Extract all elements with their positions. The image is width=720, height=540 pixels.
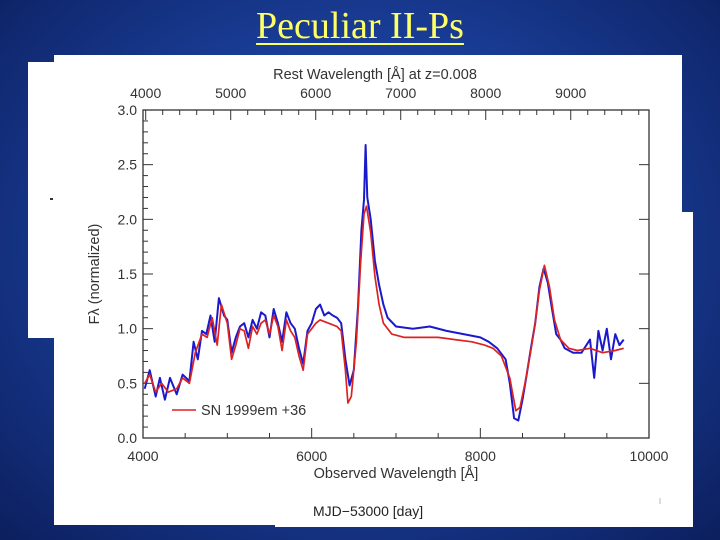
top-tick-label: 9000 [555, 85, 586, 101]
series-layer [143, 144, 625, 422]
y-tick-label: 2.0 [118, 211, 138, 227]
y-tick-label: 1.0 [118, 321, 138, 337]
y-tick-label: 2.5 [118, 157, 138, 173]
y-tick-label: 0.5 [118, 375, 138, 391]
figure-panel [54, 55, 682, 525]
plot-frame [142, 109, 650, 439]
footer-label: MJD−53000 [day] [313, 503, 424, 519]
stray-mark [50, 198, 53, 200]
top-tick-label: 5000 [215, 85, 246, 101]
y-tick-label: 0.0 [118, 430, 138, 446]
figure-panel-right [676, 212, 693, 527]
figure-panel-bottom [275, 470, 693, 527]
x-axis-label: Observed Wavelength [Å] [314, 465, 479, 482]
top-tick-label: 4000 [130, 85, 161, 101]
top-tick-label: 8000 [470, 85, 501, 101]
x-tick-label: 6000 [296, 448, 327, 464]
top-tick-label: 6000 [300, 85, 331, 101]
y-tick-label: 3.0 [118, 102, 138, 118]
series-blue-line [143, 144, 625, 422]
x-tick-label: 4000 [127, 448, 158, 464]
y-tick-label: 1.5 [118, 266, 138, 282]
series-red-line [143, 205, 624, 412]
ticks-layer: 4000 6000 8000 100000.00.51.01.52.02.53.040… [118, 85, 669, 464]
y-axis-label: Fλ (normalized) [87, 224, 103, 325]
x-tick-label: 8000 [465, 448, 496, 464]
slide-title: Peculiar II-Ps [256, 5, 464, 47]
top-axis-label: Rest Wavelength [Å] at z=0.008 [273, 66, 477, 83]
top-tick-label: 7000 [385, 85, 416, 101]
x-tick-label: 10000 [630, 448, 669, 464]
legend-label: SN 1999em +36 [201, 403, 306, 419]
stray-mark-small [659, 498, 661, 504]
